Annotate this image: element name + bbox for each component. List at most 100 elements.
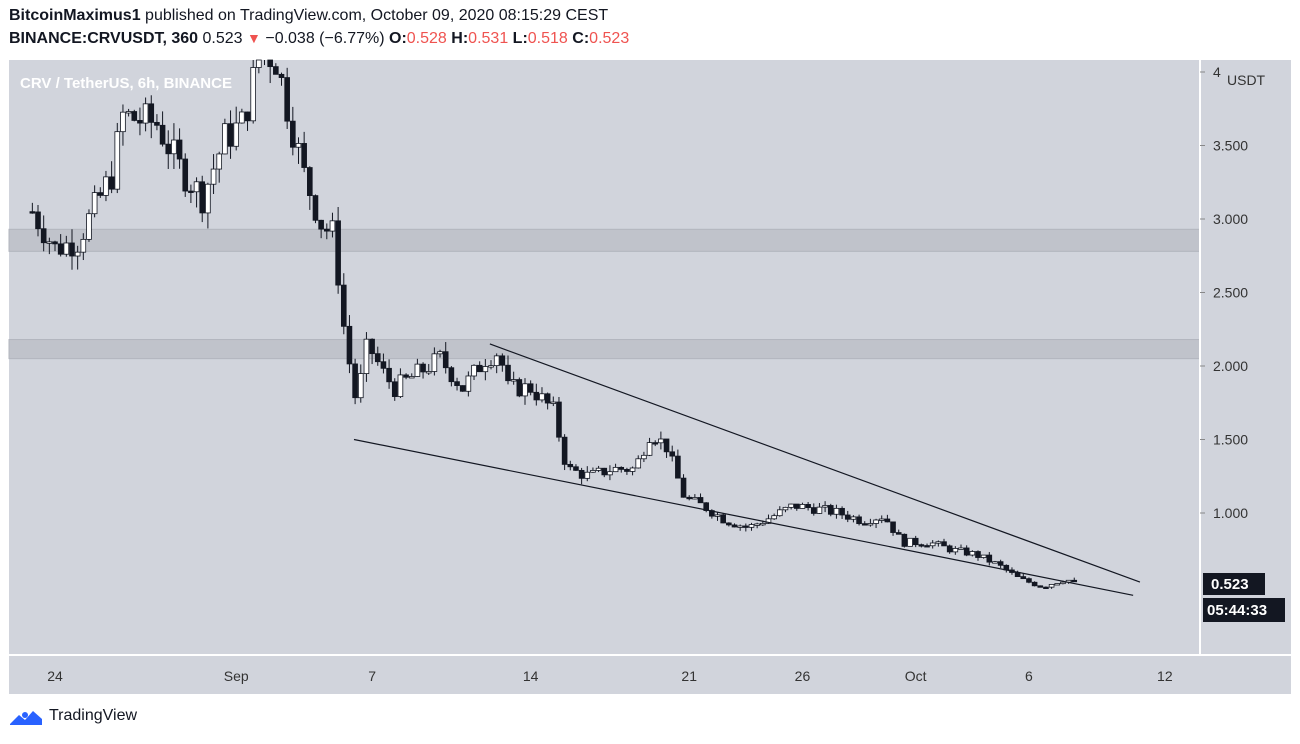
candle-bear: [442, 351, 449, 369]
countdown-tag: 05:44:33: [1203, 598, 1285, 622]
candle-bull: [250, 67, 256, 122]
time-tick-label: 7: [368, 668, 376, 684]
time-tick-label: Sep: [224, 668, 249, 684]
low-value: 0.518: [527, 30, 568, 47]
candle-bear: [556, 401, 562, 438]
candle-bear: [165, 143, 172, 155]
candle-bull: [482, 366, 489, 373]
candle-bear: [323, 228, 330, 232]
candle-bull: [471, 364, 477, 377]
candle-bull: [239, 111, 245, 124]
candle-bear: [448, 367, 455, 383]
candle-bull: [873, 519, 879, 524]
candle-bull: [980, 554, 987, 558]
price-axis-ticks: 4 3.500 3.000 2.500 2.000 1.500 1.000: [1200, 64, 1248, 521]
candle-bull: [46, 241, 53, 244]
price-tick-label: 2.000: [1213, 358, 1248, 374]
trendline-lower: [353, 438, 1134, 596]
price-axis[interactable]: [1200, 60, 1291, 654]
candle-bear: [1043, 586, 1049, 590]
candle-bull: [86, 213, 92, 240]
high-value: 0.531: [468, 30, 509, 47]
candle-bull: [125, 111, 132, 114]
candle-bull: [907, 537, 913, 547]
candle-bear: [148, 103, 155, 123]
open-label: O:: [389, 30, 407, 47]
candle-bear: [290, 120, 296, 148]
candle-bear: [40, 228, 47, 244]
candle-bull: [80, 238, 87, 253]
candle-bear: [227, 123, 234, 147]
price-tick-label: 3.500: [1213, 138, 1248, 154]
candle-bear: [267, 59, 273, 68]
candle-bull: [646, 442, 653, 456]
candle-bear: [827, 505, 834, 515]
candle-bull: [488, 365, 494, 368]
candle-bear: [499, 355, 506, 366]
candle-bull: [210, 168, 217, 185]
candle-bull: [754, 523, 760, 526]
candle-bull: [329, 220, 336, 232]
candle-bear: [154, 121, 160, 126]
candle-bull: [595, 467, 602, 471]
close-value: 0.523: [589, 30, 630, 47]
candle-bear: [793, 503, 800, 509]
candle-bear: [35, 211, 41, 230]
candle-bull: [205, 183, 211, 214]
candle-bear: [663, 438, 670, 453]
candle-bear: [318, 219, 324, 230]
candle-bull: [816, 506, 823, 514]
candle-bear: [69, 242, 75, 257]
resistance-zone-2: [8, 339, 1201, 360]
candle-bear: [108, 176, 115, 190]
resistance-zones: [8, 228, 1201, 360]
published-text: published on TradingView.com, October 09…: [145, 7, 609, 24]
candle-bear: [159, 124, 166, 145]
candle-bear: [963, 547, 970, 556]
candle-bull: [408, 376, 415, 379]
price-axis-unit: USDT: [1227, 72, 1266, 88]
time-tick-label: 26: [795, 668, 811, 684]
candle-bull: [590, 470, 596, 473]
candle-bear: [176, 139, 183, 160]
candle-bear: [567, 463, 574, 468]
publisher-name[interactable]: BitcoinMaximus1: [9, 7, 141, 24]
candle-bear: [301, 143, 307, 168]
candle-bear: [459, 385, 466, 392]
candle-bear: [369, 338, 375, 355]
candle-bull: [114, 131, 121, 190]
candle-bull: [833, 507, 840, 515]
candle-bear: [686, 496, 692, 500]
candles: [29, 59, 1078, 590]
candle-bull: [692, 497, 698, 500]
candle-bear: [391, 381, 398, 397]
candle-bull: [1060, 581, 1066, 585]
candle-bear: [997, 561, 1004, 566]
candle-bear: [131, 111, 138, 121]
candle-bear: [182, 158, 189, 192]
candle-bull: [550, 401, 557, 404]
publish-line: BitcoinMaximus1 published on TradingView…: [9, 4, 629, 27]
candle-bear: [1071, 579, 1078, 583]
candle-bear: [884, 518, 891, 523]
candle-bear: [975, 551, 981, 558]
time-axis[interactable]: [9, 655, 1291, 694]
time-tick-label: 14: [523, 668, 539, 684]
candle-bear: [188, 190, 194, 193]
candle-bear: [743, 525, 749, 528]
tradingview-logo[interactable]: TradingView: [9, 706, 137, 726]
candle-bull: [397, 374, 404, 397]
candle-bear: [403, 374, 409, 378]
candle-bear: [454, 381, 460, 386]
candle-bull: [465, 375, 472, 392]
candle-bull: [1048, 584, 1055, 588]
candle-bull: [952, 548, 959, 553]
candle-bear: [199, 181, 206, 214]
candle-bear: [386, 367, 392, 383]
candle-bull: [91, 192, 98, 215]
candle-bear: [273, 66, 279, 75]
last-price-tag: 0.523: [1203, 573, 1265, 595]
last-price-tag-label: 0.523: [1211, 576, 1249, 593]
chart-header: BitcoinMaximus1 published on TradingView…: [9, 4, 629, 50]
